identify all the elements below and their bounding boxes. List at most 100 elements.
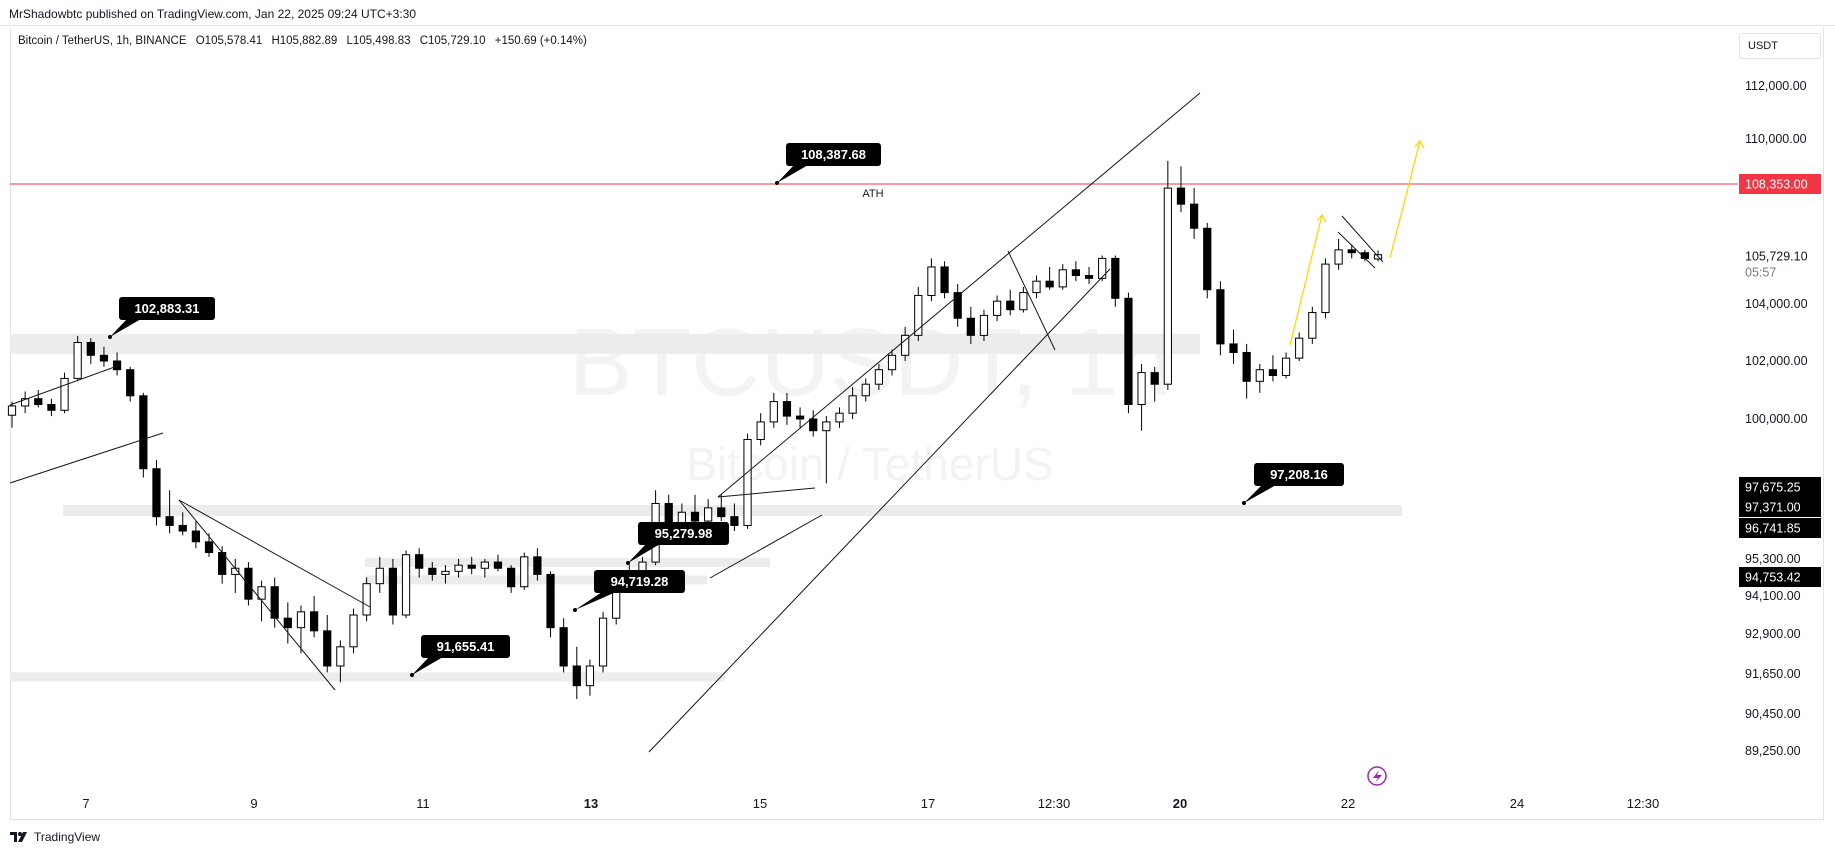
axis-layer: 112,000.00 110,000.00 104,000.00 102,000.00… (82, 79, 1821, 811)
callout-box (1254, 463, 1344, 486)
candle-body (559, 627, 568, 667)
candle-body (887, 354, 897, 371)
x-tick-label: 9 (250, 796, 257, 811)
candle-body (1111, 257, 1120, 299)
candle-body (1268, 369, 1278, 377)
candle-body (441, 570, 450, 575)
candle-body (795, 415, 805, 420)
candle-body (730, 516, 739, 526)
candle-body (112, 360, 122, 371)
callout-value: 95,279.98 (655, 526, 713, 541)
candle-body (1295, 337, 1304, 359)
x-tick-label: 20 (1173, 796, 1187, 811)
price-label-value: 105,729.10 (1745, 250, 1808, 264)
trendline (178, 499, 371, 608)
trendline (1337, 231, 1376, 269)
projection-arrowhead (1414, 139, 1425, 149)
candle-body (323, 630, 332, 667)
projection-arrow (1289, 214, 1323, 346)
y-tick-label: 91,650.00 (1745, 667, 1801, 681)
candle-body (296, 611, 306, 629)
footer-brand[interactable]: TradingView (10, 830, 100, 844)
candle-body (979, 314, 989, 336)
price-label-value: 97,675.25 (1745, 481, 1801, 495)
zones-layer (10, 183, 1738, 682)
candle-body (375, 567, 384, 585)
candle-body (507, 567, 516, 588)
candle-body (86, 341, 95, 356)
key-level-zone (365, 575, 707, 585)
price-label-value: 05:57 (1745, 266, 1776, 280)
candle-body (480, 561, 489, 569)
price-label-bg (1739, 518, 1821, 538)
candle-body (1084, 275, 1094, 279)
callout-anchor (573, 608, 577, 612)
candle-body (1347, 249, 1356, 254)
candle-body (349, 614, 358, 648)
price-label-bg (1739, 264, 1821, 280)
candle-body (1019, 292, 1028, 311)
candle-body (756, 421, 765, 440)
y-tick-label: 89,250.00 (1745, 744, 1801, 758)
candle-body (848, 395, 857, 414)
callout-anchor (626, 561, 630, 565)
candle-body (99, 354, 109, 362)
candle-body (178, 524, 187, 532)
candle-body (1229, 343, 1238, 353)
candle-body (257, 586, 266, 600)
price-label-value: 96,741.85 (1745, 522, 1801, 536)
x-tick-label: 11 (416, 796, 430, 811)
x-tick-label: 17 (921, 796, 935, 811)
candle-body (1203, 227, 1212, 291)
callout-pointer (110, 319, 141, 337)
labels-layer: ATH 108,387.68 102,883.31 95,279.98 94,719.2… (108, 143, 1344, 677)
candle-body (139, 395, 148, 470)
ohlc-close: C105,729.10 (419, 35, 486, 47)
trendline (9, 432, 164, 484)
callout-value: 108,387.68 (801, 147, 866, 162)
x-tick-label: 24 (1510, 796, 1524, 811)
trendline (1007, 250, 1056, 351)
ohlc-change: +150.69 (+0.14%) (494, 35, 587, 47)
candle-body (927, 266, 936, 296)
candle-body (244, 567, 253, 600)
candle-body (467, 564, 476, 569)
candle-body (126, 369, 135, 397)
candle-body (34, 398, 43, 406)
x-tick-label: 7 (82, 796, 89, 811)
key-level-zone (10, 672, 725, 682)
callout-pointer (412, 657, 443, 675)
price-label-bg (1739, 174, 1821, 194)
candle-body (901, 334, 910, 356)
symbol-name[interactable]: Bitcoin / TetherUS, 1h, BINANCE (18, 35, 187, 47)
x-tick-label: 15 (753, 796, 767, 811)
trendline (717, 487, 816, 498)
candle-body (1163, 187, 1172, 385)
y-tick-label: 90,450.00 (1745, 707, 1801, 721)
y-tick-label: 100,000.00 (1745, 412, 1808, 426)
candle-body (953, 292, 962, 319)
candle-body (7, 405, 17, 416)
callout-anchor (775, 181, 779, 185)
callout-box (786, 143, 881, 166)
callout-value: 94,719.28 (611, 574, 669, 589)
price-label-bg (1739, 477, 1821, 497)
candle-body (743, 438, 752, 526)
trendline (648, 268, 1111, 753)
trendline (1341, 215, 1384, 263)
currency-selector[interactable]: USDT (1739, 33, 1821, 59)
candle-body (1255, 369, 1264, 382)
ohlc-low: L105,498.83 (346, 35, 411, 47)
candle-body (152, 468, 161, 518)
candle-body (21, 398, 30, 407)
candle-body (1058, 269, 1067, 288)
price-label-bg (1739, 567, 1821, 587)
x-tick-label: 12:30 (1627, 796, 1660, 811)
candle-body (336, 646, 345, 667)
candle-body (690, 511, 700, 522)
candle-body (782, 401, 792, 417)
candle-body (874, 369, 883, 385)
lightning-bolt (1373, 770, 1382, 783)
callout-box (119, 297, 215, 320)
